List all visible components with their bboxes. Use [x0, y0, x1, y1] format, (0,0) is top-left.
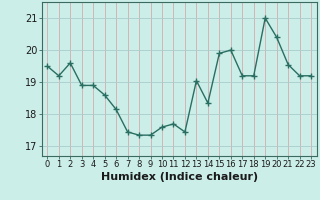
- X-axis label: Humidex (Indice chaleur): Humidex (Indice chaleur): [100, 172, 258, 182]
